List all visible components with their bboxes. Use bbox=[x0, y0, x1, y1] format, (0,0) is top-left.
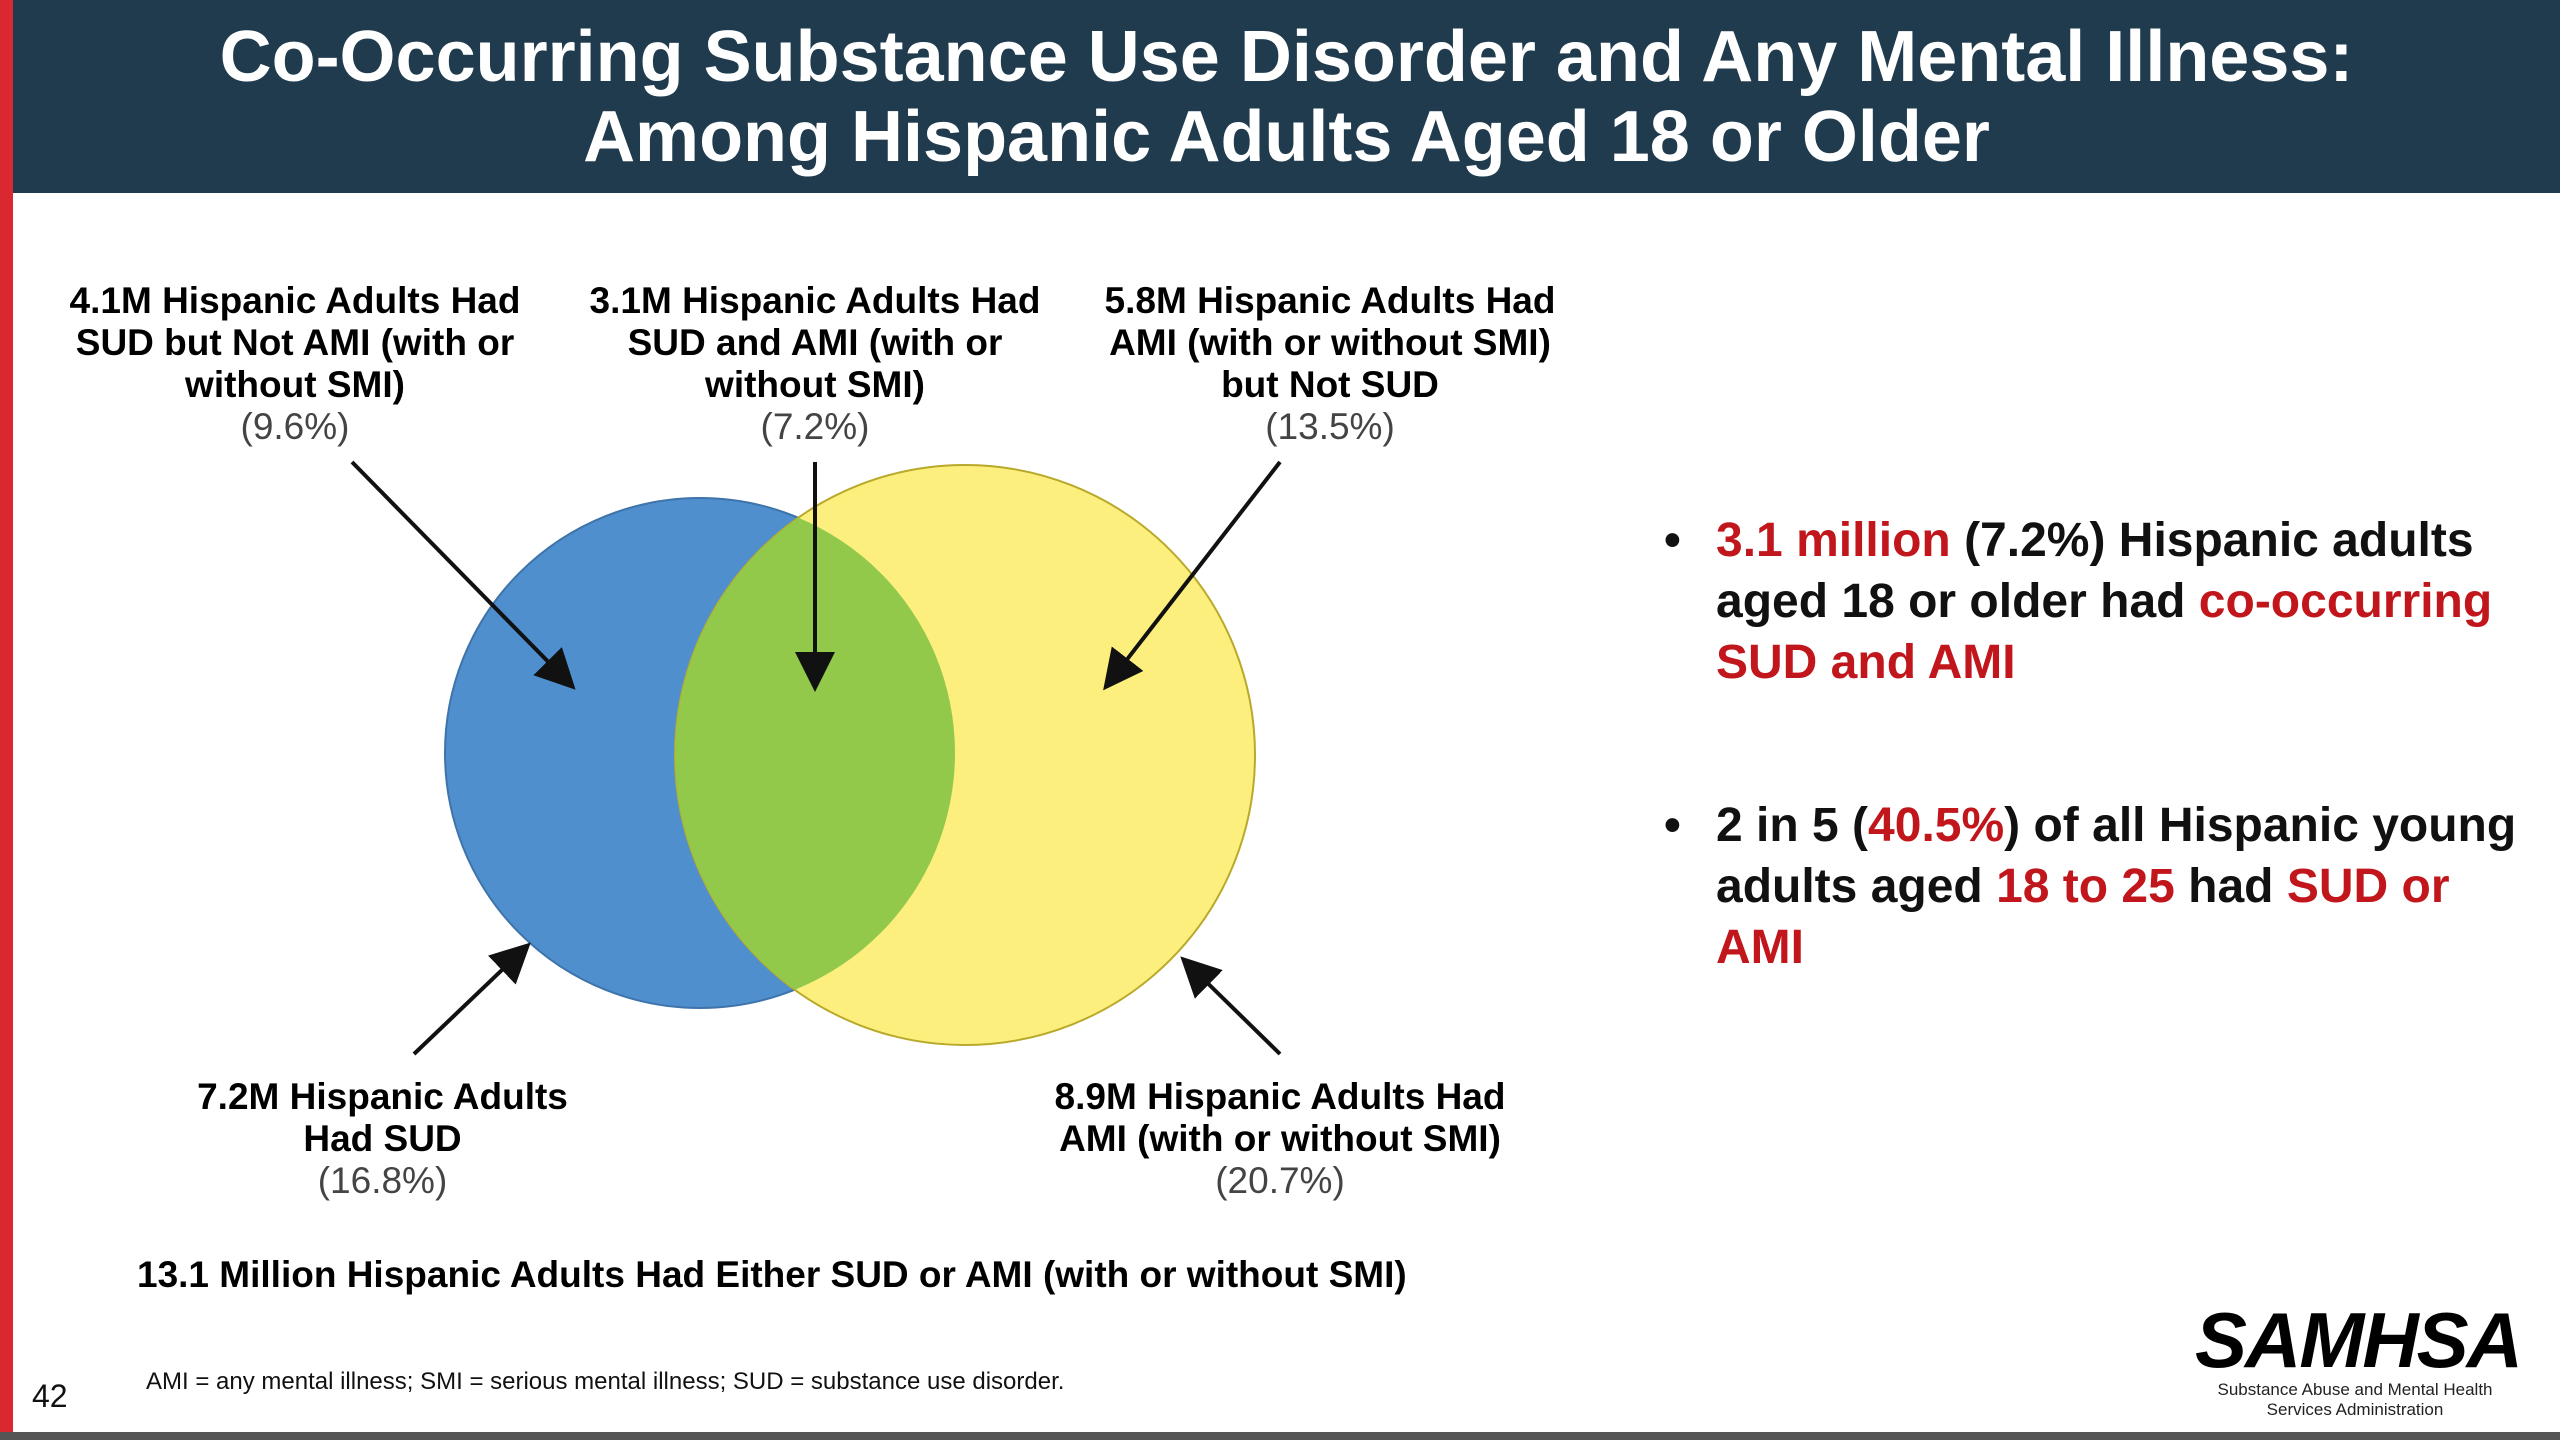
arrow-had-ami bbox=[1180, 956, 1282, 1056]
overlap-region bbox=[675, 498, 955, 1008]
logo-subtitle-2: Services Administration bbox=[2266, 1400, 2444, 1419]
left-accent-bar bbox=[0, 0, 13, 1440]
footnote: AMI = any mental illness; SMI = serious … bbox=[146, 1368, 1065, 1395]
bullet-1-text: (7.2%) Hispanic adults aged 18 or older … bbox=[1716, 514, 2474, 628]
bullet-2-text-b: ) of all Hispanic young adults aged bbox=[1716, 799, 2517, 913]
callout-ami-not-sud: 5.8M Hispanic Adults Had AMI (with or wi… bbox=[1080, 280, 1580, 448]
callout-sud-and-ami-text: 3.1M Hispanic Adults Had SUD and AMI (wi… bbox=[589, 280, 1041, 405]
title-banner: Co-Occurring Substance Use Disorder and … bbox=[13, 0, 2560, 193]
bullet-2-highlight-pct: 40.5% bbox=[1868, 799, 2005, 852]
bullet-dot: • bbox=[1664, 799, 1681, 852]
callout-sud-not-ami-pct: (9.6%) bbox=[240, 406, 350, 447]
title-line-1: Co-Occurring Substance Use Disorder and … bbox=[219, 16, 2354, 97]
callout-had-ami: 8.9M Hispanic Adults Had AMI (with or wi… bbox=[1030, 1076, 1530, 1202]
summary-total: 13.1 Million Hispanic Adults Had Either … bbox=[137, 1254, 1407, 1295]
arrow-ami-not-sud bbox=[1103, 460, 1282, 691]
bullet-1-highlight-count: 3.1 million bbox=[1716, 514, 1951, 567]
bullet-co-occurring: • 3.1 million (7.2%) Hispanic adults age… bbox=[1660, 510, 2540, 693]
bullet-2-text-a: 2 in 5 ( bbox=[1716, 799, 1869, 852]
logo-wordmark: SAMHSA bbox=[2195, 1296, 2523, 1384]
callout-had-ami-pct: (20.7%) bbox=[1215, 1160, 1345, 1201]
slide-number: 42 bbox=[32, 1378, 68, 1414]
bullet-dot: • bbox=[1664, 514, 1681, 567]
callout-sud-and-ami: 3.1M Hispanic Adults Had SUD and AMI (wi… bbox=[570, 280, 1060, 448]
bullet-2-text-c: had bbox=[2174, 860, 2287, 913]
callout-had-ami-text: 8.9M Hispanic Adults Had AMI (with or wi… bbox=[1054, 1076, 1506, 1159]
callout-had-sud-pct: (16.8%) bbox=[317, 1160, 448, 1201]
arrow-had-sud bbox=[412, 942, 531, 1056]
callout-sud-not-ami-text: 4.1M Hispanic Adults Had SUD but Not AMI… bbox=[69, 280, 521, 405]
arrow-sud-not-ami bbox=[350, 460, 576, 690]
callout-sud-not-ami: 4.1M Hispanic Adults Had SUD but Not AMI… bbox=[50, 280, 540, 448]
key-findings: • 3.1 million (7.2%) Hispanic adults age… bbox=[1660, 510, 2540, 1080]
title-line-2: Among Hispanic Adults Aged 18 or Older bbox=[583, 96, 1990, 177]
callout-had-sud-text: 7.2M Hispanic Adults Had SUD bbox=[197, 1076, 568, 1159]
callout-had-sud: 7.2M Hispanic Adults Had SUD (16.8%) bbox=[160, 1076, 605, 1202]
bullet-2-highlight-condition: SUD or AMI bbox=[1716, 860, 2450, 974]
bullet-young-adults: • 2 in 5 (40.5%) of all Hispanic young a… bbox=[1660, 795, 2540, 978]
logo-subtitle-1: Substance Abuse and Mental Health bbox=[2217, 1380, 2493, 1399]
bullet-1-highlight-condition: co-occurring SUD and AMI bbox=[1716, 575, 2493, 689]
bottom-border bbox=[0, 1432, 2560, 1440]
callout-sud-and-ami-pct: (7.2%) bbox=[760, 406, 870, 447]
callout-ami-not-sud-text: 5.8M Hispanic Adults Had AMI (with or wi… bbox=[1104, 280, 1556, 405]
callout-ami-not-sud-pct: (13.5%) bbox=[1265, 406, 1395, 447]
bullet-2-highlight-age: 18 to 25 bbox=[1996, 860, 2175, 913]
samhsa-logo: SAMHSA Substance Abuse and Mental Health… bbox=[2195, 1296, 2523, 1420]
